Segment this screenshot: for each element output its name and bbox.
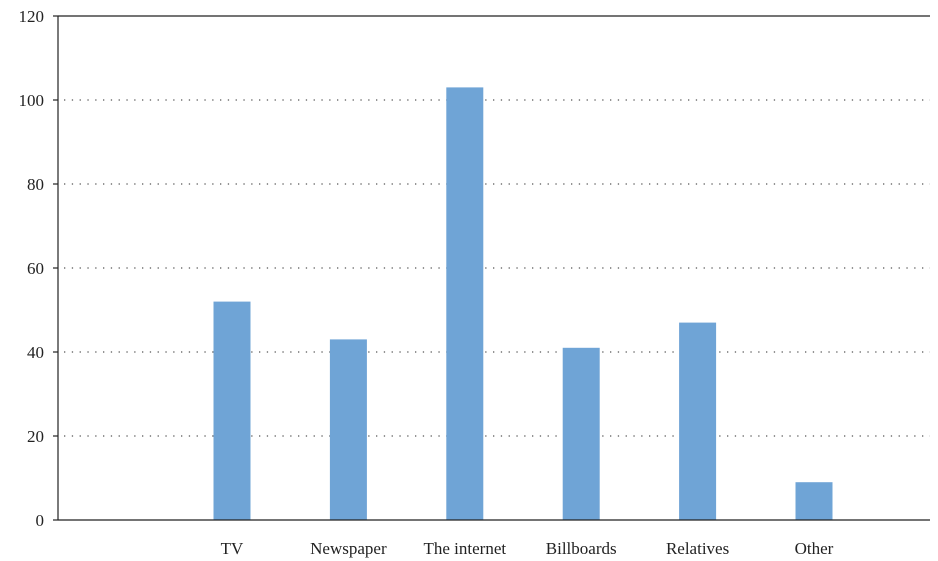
bar-the-internet	[446, 87, 484, 521]
y-tick-label: 120	[19, 7, 45, 26]
y-tick-label: 80	[27, 175, 44, 194]
bar-newspaper	[329, 339, 367, 520]
y-tick-label: 40	[27, 343, 44, 362]
category-label: Relatives	[666, 539, 729, 558]
y-tick-label: 100	[19, 91, 45, 110]
category-label: Newspaper	[310, 539, 387, 558]
grid-lines	[64, 99, 930, 437]
category-label: Billboards	[546, 539, 617, 558]
y-tick-label: 0	[36, 511, 45, 530]
bar-tv	[213, 301, 251, 520]
category-label: Other	[795, 539, 834, 558]
y-tick-labels: 0 20 40 60 80 100 120	[19, 7, 58, 530]
category-label: The internet	[423, 539, 506, 558]
category-label: TV	[221, 539, 244, 558]
bars	[213, 87, 833, 521]
y-tick-label: 20	[27, 427, 44, 446]
y-tick-label: 60	[27, 259, 44, 278]
category-labels: TV Newspaper The internet Billboards Relativ…	[221, 539, 834, 558]
bar-other	[795, 482, 833, 520]
bar-relatives	[679, 322, 717, 520]
bar-billboards	[562, 347, 600, 520]
